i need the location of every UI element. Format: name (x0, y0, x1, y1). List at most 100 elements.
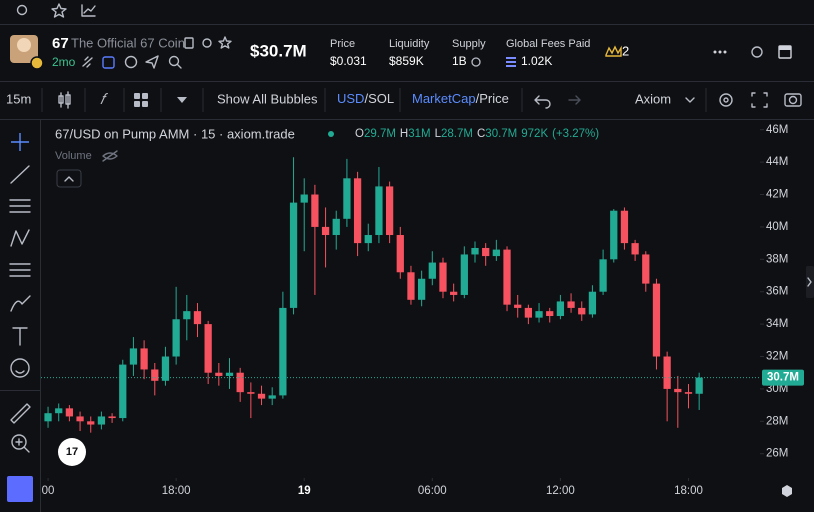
favorite-icon[interactable] (218, 36, 232, 49)
dropdown-icon[interactable] (177, 97, 187, 103)
candle-body (428, 262, 436, 279)
candle-body (279, 307, 287, 396)
candle-body (300, 194, 308, 203)
currency-toggle[interactable]: USD/SOL (337, 91, 394, 106)
price-label: 30.7M (767, 372, 799, 384)
crosshair-tool[interactable] (11, 133, 29, 151)
undo-icon[interactable] (534, 95, 551, 109)
legend-key: C (477, 128, 485, 140)
active-tool[interactable] (7, 476, 33, 502)
settings-icon[interactable] (719, 93, 733, 107)
candle-body (76, 416, 84, 422)
chart-icon[interactable] (81, 4, 96, 17)
volume-label: Volume (55, 150, 92, 162)
candle-body (97, 416, 106, 425)
y-tick-label: 40M (766, 221, 788, 233)
side-panel-tab[interactable] (806, 266, 814, 298)
chart: 67/USD on Pump AMM · 15 · axiom.trade Vo… (41, 124, 814, 497)
y-tick-label: 30M (766, 383, 788, 395)
y-tick-label: 42M (766, 189, 788, 201)
layouts-icon[interactable] (134, 93, 148, 107)
emoji-tool[interactable] (10, 358, 30, 378)
candle-body (556, 301, 565, 317)
collapse-button[interactable] (56, 169, 82, 188)
candle-body (610, 210, 618, 260)
holders-icon[interactable] (102, 56, 115, 69)
web-icon[interactable] (124, 55, 138, 69)
settings-icon[interactable] (16, 4, 28, 16)
mode-toggle[interactable]: MarketCap/Price (412, 91, 509, 106)
candle-body (353, 178, 362, 244)
y-tick-label: 46M (766, 124, 788, 136)
legend-value: 31M (408, 128, 430, 140)
search-icon[interactable] (168, 55, 180, 67)
legend-key: O (355, 128, 364, 140)
brush-tool[interactable] (10, 295, 31, 312)
fullscreen-icon[interactable] (751, 92, 768, 108)
candle-body (151, 369, 159, 381)
telegram-icon[interactable] (145, 55, 159, 69)
ruler-tool[interactable] (10, 403, 31, 424)
fib-tool[interactable] (9, 199, 31, 213)
stat-label: Liquidity (389, 38, 430, 50)
candle-body (193, 311, 202, 325)
candle-body (396, 235, 404, 273)
legend-value: 30.7M (485, 128, 517, 140)
sol-icon (506, 57, 516, 67)
text-tool[interactable] (12, 327, 28, 346)
candle-body (364, 235, 372, 244)
candle-body (567, 301, 575, 308)
candle-body (620, 210, 629, 244)
candle-body (492, 249, 500, 257)
settings-hex[interactable] (782, 485, 792, 497)
copy-icon[interactable] (184, 37, 194, 49)
trendline-tool[interactable] (10, 165, 30, 184)
candle-body (642, 254, 650, 284)
share-icon[interactable] (202, 38, 212, 48)
y-tick-label: 34M (766, 318, 788, 330)
candle-body (311, 194, 319, 227)
mode-active: MarketCap (412, 91, 476, 106)
source-caret[interactable] (685, 97, 695, 103)
zoom-tool[interactable] (11, 434, 27, 450)
interval[interactable]: 15m (6, 91, 31, 106)
link-icon[interactable] (82, 56, 93, 68)
currency-active: USD (337, 91, 364, 106)
legend-key: L (435, 128, 442, 140)
avatar-face (17, 38, 31, 52)
legend-volume: 972K (521, 128, 548, 140)
status-dot (328, 131, 334, 137)
x-tick-label: 18:00 (674, 485, 703, 497)
candle-body (65, 408, 74, 417)
settings-core (723, 97, 729, 103)
tv-logo[interactable] (58, 438, 86, 466)
supply-icon (471, 57, 481, 67)
zoom-tool-detail (15, 438, 30, 453)
indicators-icon[interactable]: 𝑓 (100, 91, 109, 108)
bubbles-toggle[interactable]: Show All Bubbles (217, 91, 318, 106)
stat-value: 1B (452, 54, 467, 68)
y-tick-label: 36M (766, 286, 788, 298)
stat-value: 1.02K (521, 54, 552, 68)
candle-body (183, 311, 191, 320)
candle-body (460, 254, 468, 295)
chart-title: 67/USD on Pump AMM · 15 · axiom.trade (55, 126, 295, 141)
data-source[interactable]: Axiom (635, 91, 671, 106)
hide-volume-icon[interactable] (102, 150, 118, 162)
token-name[interactable]: The Official 67 Coin (71, 35, 185, 50)
x-tick-label: 00 (42, 485, 55, 497)
candle-body (471, 247, 479, 255)
redo-icon[interactable] (568, 95, 581, 105)
snapshot-icon[interactable] (784, 93, 802, 107)
star-icon[interactable] (51, 3, 67, 18)
candle-body (524, 307, 533, 318)
pattern-tool[interactable] (10, 229, 30, 247)
ohlc-legend: O29.7M H31M L28.7M C30.7M 972K (+3.27%) (328, 128, 599, 140)
collapse-caret (64, 176, 74, 182)
more-icon[interactable] (713, 50, 727, 54)
candle-body (119, 364, 127, 419)
prediction-tool[interactable] (9, 263, 31, 277)
emoji-smile (15, 370, 25, 374)
alarm-icon[interactable] (751, 46, 763, 58)
